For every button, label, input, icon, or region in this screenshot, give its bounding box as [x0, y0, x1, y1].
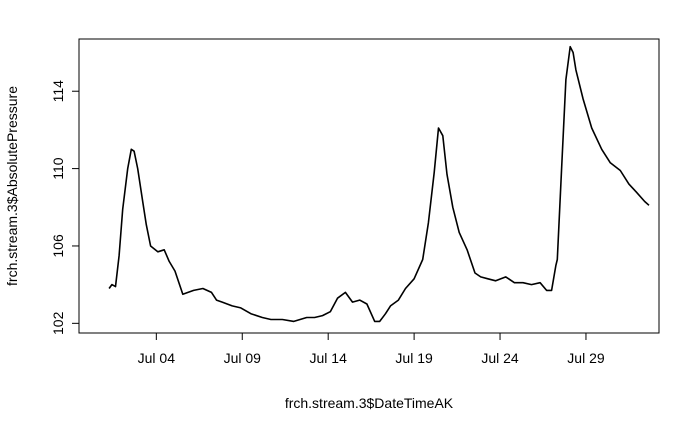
x-tick-label: Jul 04 — [138, 350, 176, 366]
x-axis-title: frch.stream.3$DateTimeAK — [285, 395, 454, 411]
y-tick-label: 106 — [50, 234, 66, 258]
plot-frame — [78, 38, 660, 334]
y-axis-title: frch.stream.3$AbsolutePressure — [4, 86, 20, 286]
y-tick-label: 110 — [50, 157, 66, 180]
pressure-series-line — [108, 45, 650, 323]
x-tick-label: Jul 19 — [395, 350, 433, 366]
x-tick-label: Jul 29 — [567, 350, 605, 366]
x-tick-label: Jul 14 — [310, 350, 348, 366]
x-tick-label: Jul 24 — [481, 350, 519, 366]
y-tick-label: 102 — [50, 311, 66, 335]
y-axis: 102 106 110 114 — [50, 80, 80, 335]
y-tick-label: 114 — [50, 80, 66, 103]
x-tick-label: Jul 09 — [224, 350, 262, 366]
x-axis: Jul 04 Jul 09 Jul 14 Jul 19 Jul 24 Jul 29 — [138, 332, 605, 366]
